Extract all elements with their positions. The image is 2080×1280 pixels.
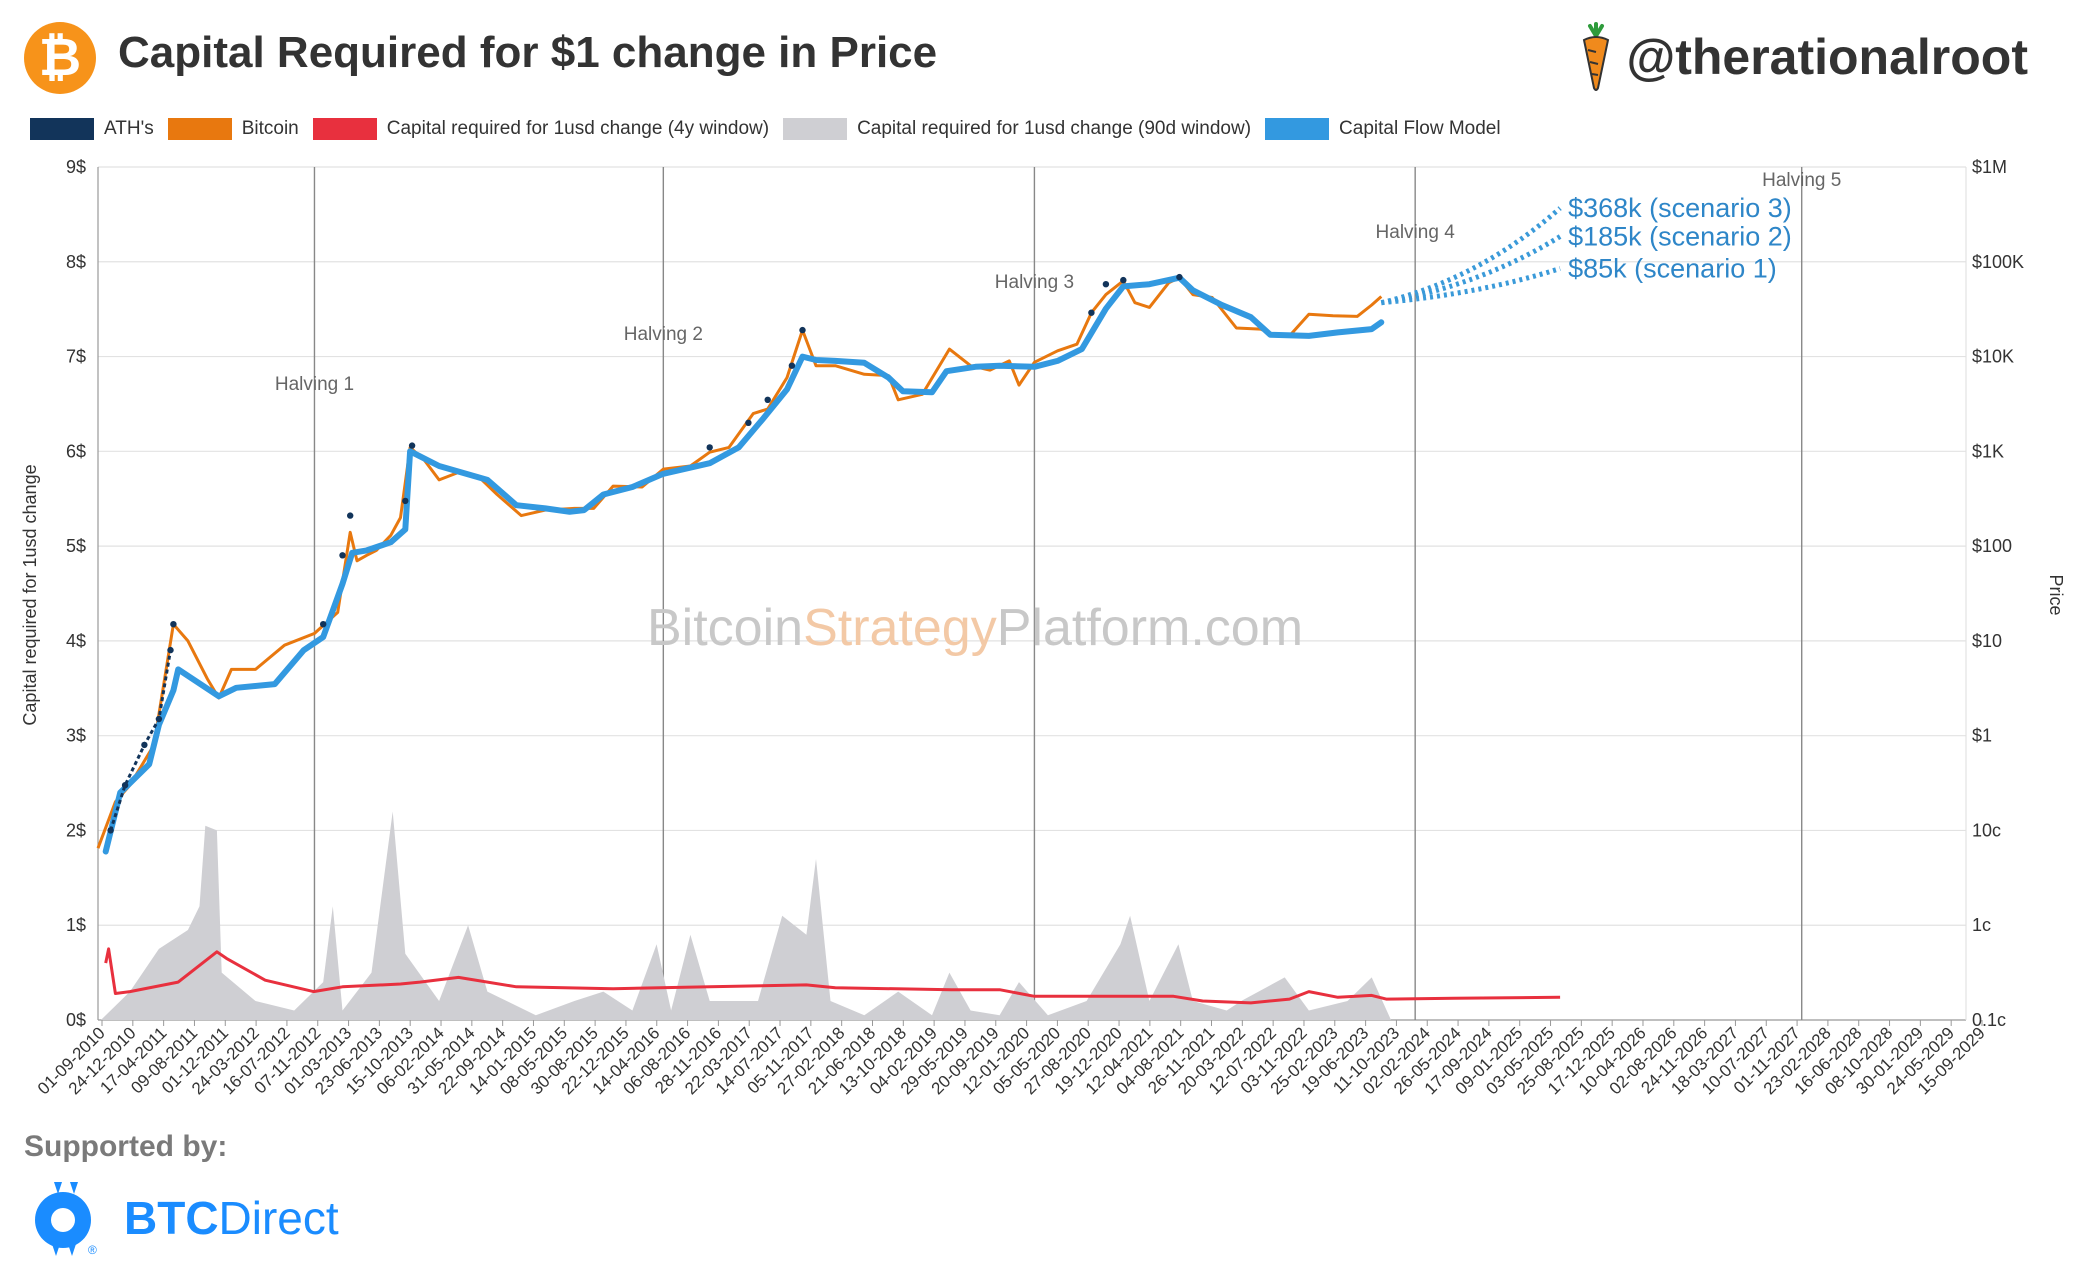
chart: BitcoinStrategyPlatform.com 0$ 1$ 2$ 3$ 4$ 5$…: [20, 157, 2066, 1098]
grid-layer: [97, 166, 1967, 1021]
right-axis-label: Price: [2046, 574, 2066, 615]
bitcoin-logo-icon: ₿: [24, 22, 96, 94]
left-tick-label: 1$: [66, 915, 86, 935]
carrot-icon: [1583, 22, 1610, 91]
sponsor-name-suffix: Direct: [218, 1192, 339, 1244]
brand-handle-group[interactable]: @therationalroot: [1576, 22, 2028, 92]
sponsor-logo-link[interactable]: ® BTCDirect: [30, 1178, 339, 1258]
series-bitcoin-line: [96, 276, 1383, 849]
halving-label: Halving 5: [1762, 170, 1841, 191]
ath-point: [170, 621, 177, 628]
watermark: BitcoinStrategyPlatform.com: [647, 599, 1303, 657]
left-axis-label: Capital required for 1usd change: [20, 464, 40, 725]
legend-label-capital-4y: Capital required for 1usd change (4y win…: [386, 118, 770, 139]
series-ath-segment: [109, 649, 172, 831]
right-tick-label: $1M: [1972, 157, 2007, 177]
right-tick-label: 10c: [1972, 820, 2001, 840]
right-tick-label: $10K: [1972, 347, 2014, 367]
legend-label-capital-90d: Capital required for 1usd change (90d wi…: [857, 118, 1252, 139]
ath-point: [1120, 276, 1127, 284]
left-tick-label: 6$: [66, 441, 86, 461]
axis-layer: 0$ 1$ 2$ 3$ 4$ 5$ 6$ 7$ 8$ 9$ 0.1c 1c 10c $1 $10 $100 $1…: [34, 157, 2024, 1098]
left-tick-label: 3$: [66, 726, 86, 746]
right-tick-label: $10: [1972, 631, 2002, 651]
ath-point: [121, 782, 129, 789]
legend-swatch-capital-90d: [783, 118, 848, 140]
legend-swatch-capital-4y: [312, 118, 377, 140]
legend-item-bitcoin[interactable]: Bitcoin: [167, 118, 299, 140]
scenario-line: [1380, 206, 1562, 306]
ath-point: [402, 497, 409, 505]
sponsor-name-prefix: BTC: [124, 1192, 219, 1244]
right-tick-label: $1K: [1972, 441, 2004, 461]
right-tick-label: 1c: [1972, 915, 1991, 935]
ath-point: [347, 512, 354, 519]
btc-direct-logo-icon: ®: [35, 1182, 97, 1257]
legend-item-ath[interactable]: ATH's: [30, 118, 154, 140]
left-tick-label: 2$: [66, 820, 86, 840]
ath-point: [408, 442, 416, 449]
ath-point: [1102, 281, 1110, 288]
halving-label: Halving 3: [995, 272, 1074, 293]
right-tick-label: 0.1c: [1972, 1010, 2006, 1030]
legend-swatch-ath: [30, 118, 94, 140]
halving-label: Halving 1: [275, 374, 354, 395]
header: ₿ Capital Required for $1 change in Pric…: [0, 0, 2080, 120]
left-tick-label: 0$: [66, 1010, 86, 1030]
line-layer: [96, 206, 1562, 1005]
scenario-line: [1381, 266, 1561, 306]
left-tick-label: 9$: [66, 157, 86, 177]
legend-label-bitcoin: Bitcoin: [241, 118, 299, 139]
scenario-label: $185k (scenario 2): [1568, 221, 1792, 251]
left-tick-label: 8$: [66, 252, 86, 272]
series-capital-90d-area: [100, 811, 1391, 1020]
supported-by-label: Supported by:: [24, 1130, 228, 1163]
legend-item-capital-90d[interactable]: Capital required for 1usd change (90d wi…: [783, 118, 1251, 140]
legend-item-capital-flow-model[interactable]: Capital Flow Model: [1265, 118, 1501, 140]
series-capital-4y-line: [104, 947, 1561, 1005]
halving-label: Halving 4: [1376, 222, 1456, 243]
registered-mark: ®: [88, 1243, 97, 1257]
chart-legend: ATH's Bitcoin Capital required for 1usd …: [30, 116, 1515, 142]
right-tick-label: $100K: [1972, 252, 2024, 272]
left-tick-label: 7$: [66, 347, 86, 367]
ath-point: [320, 621, 327, 628]
right-tick-label: $1: [1972, 726, 1992, 746]
ath-point: [167, 646, 174, 654]
left-tick-label: 5$: [66, 536, 86, 556]
legend-item-capital-4y[interactable]: Capital required for 1usd change (4y win…: [312, 118, 770, 140]
ath-point: [764, 396, 771, 403]
page-title: Capital Required for $1 change in Price: [118, 28, 938, 77]
ath-point: [788, 362, 796, 369]
legend-swatch-capital-flow-model: [1265, 118, 1330, 140]
ath-point: [339, 552, 346, 559]
sponsor-name[interactable]: BTCDirect: [124, 1191, 339, 1245]
legend-label-capital-flow-model: Capital Flow Model: [1339, 118, 1501, 139]
legend-label-ath: ATH's: [104, 118, 154, 139]
brand-handle[interactable]: @therationalroot: [1626, 29, 2028, 85]
ath-point: [1088, 309, 1095, 316]
ath-point: [799, 326, 806, 334]
area-layer: [100, 811, 1391, 1020]
ath-point: [141, 741, 148, 749]
ath-point: [1176, 273, 1183, 281]
left-tick-label: 4$: [66, 631, 86, 651]
ath-point: [107, 827, 114, 834]
scenario-label: $368k (scenario 3): [1568, 193, 1792, 223]
halving-label: Halving 2: [624, 324, 703, 345]
ath-point: [706, 444, 713, 451]
scenario-label: $85k (scenario 1): [1568, 253, 1777, 283]
right-tick-label: $100: [1972, 536, 2012, 556]
ath-point: [745, 419, 752, 426]
series-capital-flow-model-line: [102, 274, 1385, 855]
ath-point: [155, 715, 163, 723]
legend-swatch-bitcoin: [167, 118, 232, 140]
